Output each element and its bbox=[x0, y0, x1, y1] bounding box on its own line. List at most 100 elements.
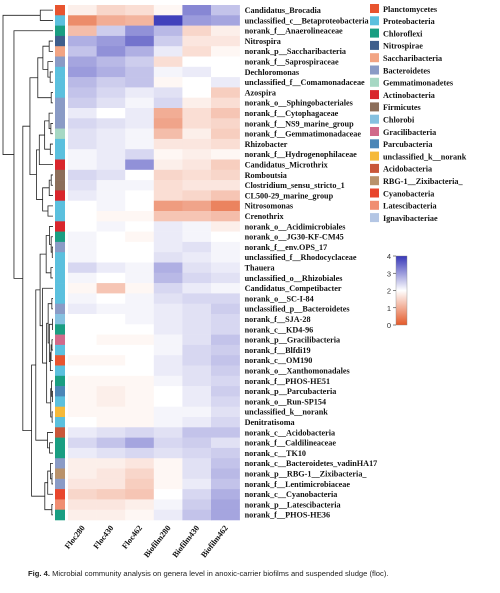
caption-label: Fig. 4. bbox=[28, 569, 50, 578]
heatmap-cell bbox=[68, 15, 97, 26]
heatmap-cell bbox=[96, 303, 126, 315]
heatmap-cell bbox=[68, 427, 97, 438]
dendrogram-branch bbox=[29, 77, 38, 176]
legend-swatch bbox=[370, 16, 379, 26]
heatmap-cell bbox=[125, 56, 155, 68]
heatmap-cell bbox=[153, 262, 183, 274]
dendrogram-branch bbox=[35, 289, 48, 441]
heatmap-cell bbox=[153, 509, 183, 521]
heatmap-cell bbox=[96, 437, 126, 449]
heatmap-cell bbox=[211, 128, 240, 140]
heatmap-cell bbox=[96, 283, 126, 294]
figure-caption: Fig. 4. Microbial community analysis on … bbox=[28, 569, 488, 578]
heatmap-cell bbox=[153, 375, 183, 387]
heatmap-cell bbox=[96, 478, 126, 490]
heatmap-cell bbox=[96, 180, 126, 191]
heatmap-cell bbox=[211, 149, 240, 160]
heatmap-cell bbox=[182, 56, 212, 68]
heatmap-cell bbox=[211, 355, 240, 366]
heatmap-cell bbox=[125, 252, 155, 263]
heatmap-cell bbox=[182, 458, 212, 469]
heatmap-cell bbox=[211, 303, 240, 315]
dendrogram-branch bbox=[47, 432, 53, 449]
legend-swatch bbox=[370, 127, 379, 136]
heatmap-cell bbox=[125, 118, 155, 129]
row-label: norank_o__Sphingobacteriales bbox=[245, 99, 353, 108]
phylum-legend: Planctomycetes Proteobacteria Chloroflexi N… bbox=[370, 4, 467, 223]
heatmap-cell bbox=[125, 375, 155, 387]
dendrogram-branch bbox=[49, 442, 53, 454]
heatmap-cell bbox=[182, 128, 212, 140]
heatmap-cell bbox=[182, 262, 212, 274]
legend-swatch bbox=[370, 114, 379, 124]
heatmap-cell bbox=[153, 478, 183, 490]
heatmap-cell bbox=[125, 200, 155, 212]
phylum-strip-cell bbox=[55, 190, 65, 201]
heatmap-cell bbox=[153, 200, 183, 212]
dendrogram-branch bbox=[22, 125, 32, 432]
row-label: norank_f__Saprospiraceae bbox=[245, 58, 339, 67]
heatmap-cell bbox=[125, 499, 155, 510]
legend-label: Chloroflexi bbox=[383, 29, 423, 38]
heatmap-cell bbox=[68, 458, 97, 469]
heatmap-cell bbox=[125, 97, 155, 109]
heatmap-cell bbox=[153, 355, 183, 366]
row-label: norank_p__RBG-1__Zixibacteria_ bbox=[245, 470, 368, 479]
heatmap-cell bbox=[153, 303, 183, 315]
dendrogram-branch bbox=[44, 120, 51, 150]
heatmap-cell bbox=[182, 344, 212, 356]
heatmap-cell bbox=[211, 35, 240, 47]
heatmap-cell bbox=[153, 406, 183, 418]
heatmap-cell bbox=[182, 138, 212, 150]
column-label: Floc430 bbox=[92, 524, 116, 551]
heatmap-cell bbox=[125, 314, 155, 325]
heatmap-cell bbox=[153, 427, 183, 438]
heatmap-cell bbox=[125, 262, 155, 274]
heatmap-cell bbox=[211, 417, 240, 428]
legend-label: Actinobacteria bbox=[383, 91, 435, 100]
heatmap-cell bbox=[125, 427, 155, 438]
heatmap-cell bbox=[211, 66, 240, 78]
heatmap-cell bbox=[211, 46, 240, 57]
dendrogram-branch bbox=[42, 287, 53, 364]
phylum-strip-cell bbox=[55, 355, 65, 366]
dendrogram-branch bbox=[51, 504, 53, 516]
heatmap-cell bbox=[182, 375, 212, 387]
heatmap-cell bbox=[153, 25, 183, 37]
heatmap-cell bbox=[182, 447, 212, 459]
heatmap-cell bbox=[96, 87, 126, 98]
heatmap-cell bbox=[182, 303, 212, 315]
heatmap-cell bbox=[68, 437, 97, 449]
row-label: norank_o__JG30-KF-CM45 bbox=[245, 233, 344, 242]
dendrogram-branch bbox=[47, 303, 52, 344]
heatmap-cell bbox=[68, 66, 97, 78]
dendrogram-branch bbox=[49, 226, 53, 245]
heatmap-cell bbox=[68, 190, 97, 201]
legend-label: Bacteroidetes bbox=[383, 66, 430, 75]
heatmap-cell bbox=[96, 344, 126, 356]
dendrogram-branch bbox=[51, 298, 53, 310]
heatmap-cell bbox=[68, 355, 97, 366]
heatmap-cell bbox=[182, 406, 212, 418]
heatmap-cell bbox=[68, 509, 97, 521]
phylum-strip-cell bbox=[55, 406, 65, 418]
heatmap-cell bbox=[153, 437, 183, 449]
heatmap-cell bbox=[96, 509, 126, 521]
phylum-strip-cell bbox=[55, 478, 65, 490]
heatmap-cell bbox=[125, 272, 155, 284]
heatmap-cell bbox=[182, 108, 212, 119]
row-label: norank_c__Bacteroidetes_vadinHA17 bbox=[245, 459, 378, 468]
row-label: norank_f__Hydrogenophilaceae bbox=[245, 150, 358, 159]
heatmap-cell bbox=[182, 396, 212, 407]
heatmap-cell bbox=[96, 406, 126, 418]
phylum-strip-cell bbox=[55, 262, 65, 274]
phylum-strip-cell bbox=[55, 365, 65, 377]
heatmap-cell bbox=[125, 334, 155, 346]
phylum-strip-cell bbox=[55, 334, 65, 346]
heatmap-cell bbox=[153, 293, 183, 304]
phylum-strip-cell bbox=[55, 468, 65, 480]
heatmap-cell bbox=[96, 241, 126, 253]
heatmap-cell bbox=[68, 159, 97, 171]
row-label: norank_p__Saccharibacteria bbox=[245, 47, 346, 56]
heatmap-cell bbox=[68, 396, 97, 407]
